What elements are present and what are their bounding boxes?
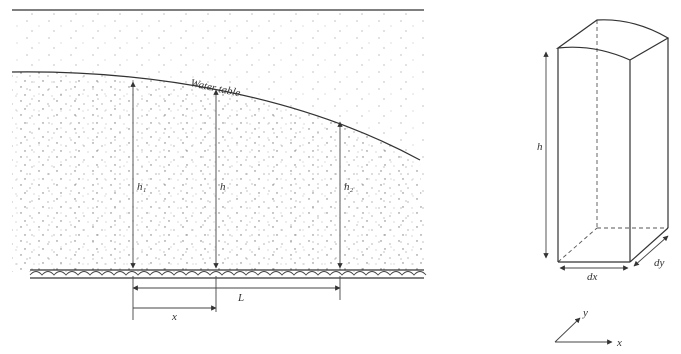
h-label: h (220, 181, 226, 193)
column-h-label: h (537, 141, 543, 153)
dy-label: dy (654, 257, 665, 269)
L-label: L (237, 292, 244, 304)
water-table-curve (11, 71, 421, 161)
h2-label: h₂ (344, 181, 354, 193)
axis-y-label: y (582, 307, 588, 319)
axis-triad (554, 317, 613, 345)
dy-arrow (633, 235, 669, 267)
h1-label: h₁ (137, 181, 147, 193)
soil-region (12, 10, 424, 272)
x-label: x (171, 311, 177, 323)
dx-label: dx (587, 271, 598, 283)
impermeable-base (29, 269, 427, 279)
elemental-column (555, 19, 670, 263)
axis-x-label: x (616, 337, 622, 349)
